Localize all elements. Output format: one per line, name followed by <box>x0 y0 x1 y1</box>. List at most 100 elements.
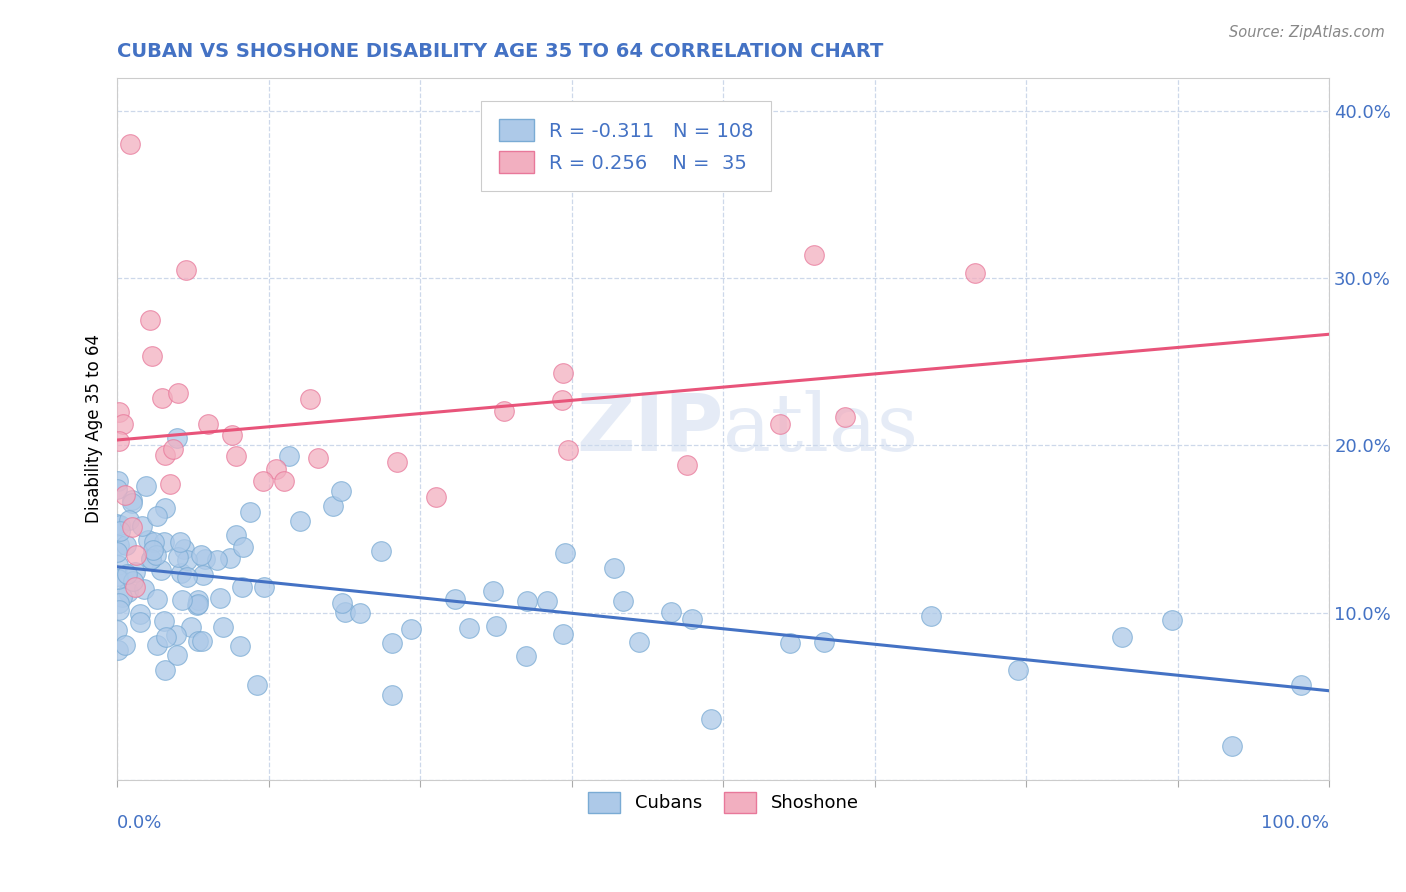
Point <box>221 428 243 442</box>
Point <box>150 391 173 405</box>
Point <box>322 499 344 513</box>
Point <box>108 405 131 419</box>
Point <box>515 648 537 663</box>
Point <box>110 524 132 539</box>
Point <box>681 612 703 626</box>
Point <box>551 367 574 381</box>
Point <box>252 474 274 488</box>
Point <box>252 581 274 595</box>
Point <box>114 638 136 652</box>
Point <box>628 635 651 649</box>
Point <box>146 591 169 606</box>
Point <box>128 607 150 621</box>
Point <box>118 513 141 527</box>
Point <box>554 546 576 560</box>
Point <box>146 638 169 652</box>
Point <box>170 566 193 580</box>
Point <box>187 633 209 648</box>
Point <box>229 640 252 654</box>
Point <box>612 594 634 608</box>
Point <box>266 462 288 476</box>
Point <box>191 568 214 582</box>
Point <box>141 552 163 566</box>
Point <box>114 488 136 502</box>
Point <box>124 565 146 579</box>
Text: CUBAN VS SHOSHONE DISABILITY AGE 35 TO 64 CORRELATION CHART: CUBAN VS SHOSHONE DISABILITY AGE 35 TO 6… <box>117 42 883 61</box>
Point <box>333 605 356 619</box>
Point <box>273 475 295 489</box>
Point <box>399 622 422 636</box>
Point <box>205 553 228 567</box>
Point <box>225 449 247 463</box>
Point <box>187 593 209 607</box>
Point <box>121 574 143 588</box>
Point <box>115 567 138 582</box>
Point <box>111 417 134 431</box>
Point <box>105 482 128 496</box>
Point <box>145 548 167 562</box>
Point <box>1220 739 1243 754</box>
Point <box>153 535 176 549</box>
Text: atlas: atlas <box>723 390 918 467</box>
Point <box>553 627 575 641</box>
Point <box>124 580 146 594</box>
Point <box>121 493 143 508</box>
Point <box>166 648 188 662</box>
Point <box>117 585 139 599</box>
Point <box>425 491 447 505</box>
Point <box>481 584 503 599</box>
Y-axis label: Disability Age 35 to 64: Disability Age 35 to 64 <box>86 334 103 523</box>
Point <box>108 434 131 449</box>
Point <box>225 527 247 541</box>
Point <box>143 535 166 549</box>
Point <box>124 549 146 563</box>
Point <box>111 590 134 604</box>
Point <box>110 518 132 533</box>
Point <box>180 620 202 634</box>
Text: 100.0%: 100.0% <box>1261 814 1329 832</box>
Point <box>676 458 699 473</box>
Point <box>699 712 721 726</box>
Point <box>197 417 219 432</box>
Point <box>176 570 198 584</box>
Point <box>212 620 235 634</box>
Point <box>444 592 467 607</box>
Point <box>299 392 322 407</box>
Point <box>349 607 371 621</box>
Point <box>139 313 162 327</box>
Point <box>167 550 190 565</box>
Point <box>165 628 187 642</box>
Point <box>603 560 626 574</box>
Point <box>115 538 138 552</box>
Point <box>153 614 176 628</box>
Point <box>169 535 191 549</box>
Point <box>108 538 131 552</box>
Point <box>146 508 169 523</box>
Point <box>108 596 131 610</box>
Point <box>1289 677 1312 691</box>
Point <box>162 442 184 456</box>
Point <box>208 591 231 606</box>
Point <box>231 580 253 594</box>
Point <box>121 520 143 534</box>
Point <box>166 431 188 445</box>
Point <box>134 582 156 597</box>
Point <box>167 385 190 400</box>
Point <box>170 592 193 607</box>
Point <box>557 442 579 457</box>
Point <box>105 516 128 531</box>
Point <box>142 543 165 558</box>
Point <box>920 609 942 624</box>
Point <box>1111 630 1133 644</box>
Point <box>190 634 212 648</box>
Point <box>187 597 209 611</box>
Point <box>186 599 208 613</box>
Text: 0.0%: 0.0% <box>117 814 163 832</box>
Point <box>330 483 353 498</box>
Point <box>155 630 177 644</box>
Point <box>659 605 682 619</box>
Text: ZIP: ZIP <box>576 390 723 467</box>
Point <box>150 563 173 577</box>
Point <box>105 623 128 637</box>
Point <box>516 594 538 608</box>
